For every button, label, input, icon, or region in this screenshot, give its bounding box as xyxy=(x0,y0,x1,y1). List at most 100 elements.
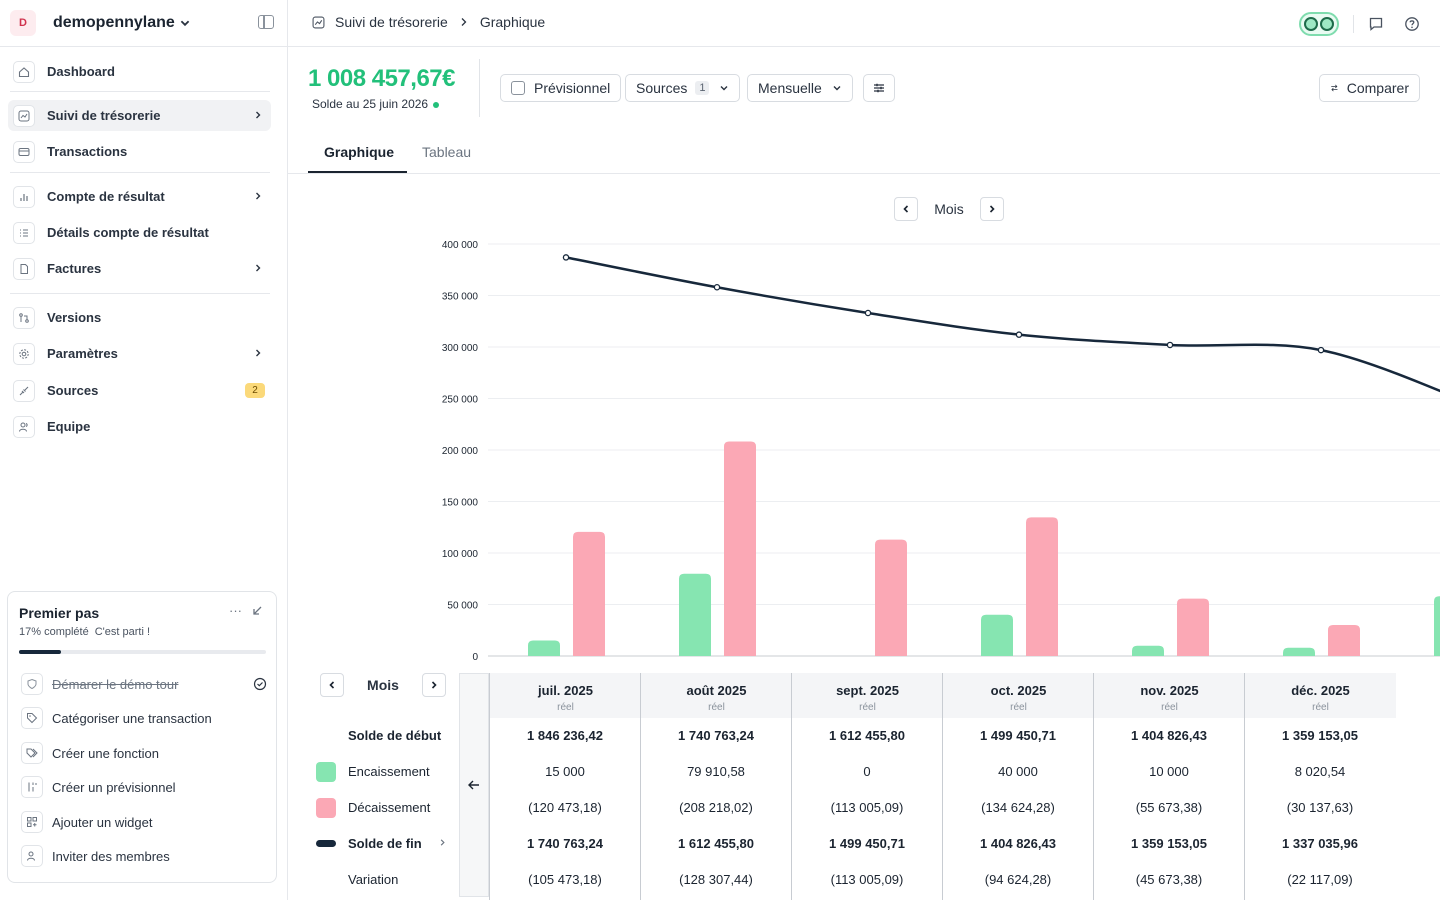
month-status: réel xyxy=(708,702,725,713)
month-header: oct. 2025 réel xyxy=(943,673,1094,718)
sidebar-item-label: Dashboard xyxy=(47,64,115,79)
bar-chart-icon xyxy=(13,185,35,208)
sidebar: D demopennylane Dashboard Suivi de tréso… xyxy=(0,0,288,900)
topbar: Suivi de trésorerie Graphique xyxy=(288,0,1440,47)
income-bar xyxy=(981,614,1013,656)
help-icon[interactable] xyxy=(1404,16,1420,32)
onboarding-step[interactable]: Créer un prévisionnel xyxy=(21,774,269,800)
month-status: réel xyxy=(1010,702,1027,713)
tab-graphique[interactable]: Graphique xyxy=(324,144,395,160)
onboarding-step[interactable]: Ajouter un widget xyxy=(21,809,269,835)
sources-label: Sources xyxy=(636,80,688,96)
chevron-left-icon xyxy=(329,681,335,689)
balance-point xyxy=(713,284,721,291)
previsionnel-toggle[interactable]: Prévisionnel xyxy=(500,74,622,102)
sidebar-item-versions[interactable]: Versions xyxy=(8,302,271,333)
onboarding-step[interactable]: Inviter des membres xyxy=(21,843,269,869)
month-status: réel xyxy=(1161,702,1178,713)
filters-button[interactable] xyxy=(863,74,895,102)
month-status: réel xyxy=(557,702,574,713)
next-button[interactable] xyxy=(980,197,1004,221)
checkbox[interactable] xyxy=(511,81,525,95)
sidebar-item-details-compte[interactable]: Détails compte de résultat xyxy=(8,217,271,248)
sidebar-item-sources[interactable]: Sources 2 xyxy=(8,375,271,406)
tab-tableau[interactable]: Tableau xyxy=(422,144,472,160)
period-dropdown[interactable]: Mensuelle xyxy=(747,74,853,102)
balance-point xyxy=(1317,346,1325,354)
sidebar-item-label: Factures xyxy=(47,261,102,276)
sidebar-toggle-icon[interactable] xyxy=(258,15,274,29)
table-cell: 1 359 153,05 xyxy=(1131,836,1207,851)
step-label: Créer un prévisionnel xyxy=(52,779,176,795)
sidebar-item-tresorerie[interactable]: Suivi de trésorerie xyxy=(8,100,271,131)
period-label: Mois xyxy=(367,677,399,693)
month-name: juil. 2025 xyxy=(538,683,593,698)
chevron-right-icon xyxy=(256,111,261,119)
table-cell: 8 020,54 xyxy=(1294,764,1346,779)
month-name: sept. 2025 xyxy=(836,683,899,698)
expense-bar xyxy=(1328,624,1360,656)
income-bar xyxy=(1434,596,1440,656)
sidebar-item-label: Versions xyxy=(47,310,102,325)
onboarding-step[interactable]: Créer une fonction xyxy=(21,740,269,766)
workspace-switcher[interactable]: D demopennylane xyxy=(10,9,278,37)
previous-button[interactable] xyxy=(320,673,344,697)
month-header: juil. 2025 réel xyxy=(490,673,641,718)
users-icon xyxy=(21,845,43,867)
step-label: Ajouter un widget xyxy=(52,814,153,830)
topbar-actions xyxy=(1299,12,1420,36)
legend-income-swatch xyxy=(316,762,336,782)
sidebar-item-compte-resultat[interactable]: Compte de résultat xyxy=(8,181,271,212)
compare-button[interactable]: Comparer xyxy=(1319,74,1420,102)
next-button[interactable] xyxy=(422,673,446,697)
sidebar-item-factures[interactable]: Factures xyxy=(8,253,271,284)
collapse-icon[interactable] xyxy=(250,604,264,618)
row-label-solde-fin[interactable]: Solde de fin xyxy=(348,836,422,851)
scroll-back-button[interactable] xyxy=(459,673,489,897)
chevron-down-icon xyxy=(720,86,728,91)
sources-dropdown[interactable]: Sources 1 xyxy=(625,74,741,102)
legend-balance-line xyxy=(316,840,336,847)
legend-expense-swatch xyxy=(316,798,336,818)
income-bar xyxy=(1283,647,1315,656)
sidebar-item-label: Sources xyxy=(47,383,99,398)
active-tab-indicator xyxy=(308,171,407,173)
table-cell: 1 740 763,24 xyxy=(678,728,754,743)
sidebar-item-transactions[interactable]: Transactions xyxy=(8,136,271,167)
chevron-right-icon xyxy=(461,18,467,26)
divider xyxy=(10,293,270,294)
y-tick-label: 150 000 xyxy=(442,498,479,509)
view-tabs: Graphique Tableau xyxy=(288,127,1440,174)
row-label-encaissement: Encaissement xyxy=(348,764,430,779)
table-cell: 79 910,58 xyxy=(687,764,745,779)
table-cell: (55 673,38) xyxy=(1135,800,1203,815)
sidebar-item-dashboard[interactable]: Dashboard xyxy=(8,56,271,87)
month-column: déc. 2025 réel 1 359 153,05 8 020,54 (30 137… xyxy=(1244,673,1396,900)
progress-percent: 17% complété xyxy=(19,626,89,638)
month-header: déc. 2025 réel xyxy=(1245,673,1396,718)
balance-point xyxy=(1015,331,1023,338)
sidebar-item-label: Suivi de trésorerie xyxy=(47,108,161,123)
chevron-down-icon xyxy=(833,86,841,91)
month-status: réel xyxy=(1312,702,1329,713)
y-tick-label: 300 000 xyxy=(442,343,479,354)
step-label: Démarer le démo tour xyxy=(52,676,179,692)
page-header: 1 008 457,67€ Solde au 25 juin 2026 Prév… xyxy=(288,47,1440,127)
sidebar-item-parametres[interactable]: Paramètres xyxy=(8,338,271,369)
onboarding-step[interactable]: Catégoriser une transaction xyxy=(21,705,269,731)
period-label: Mensuelle xyxy=(758,80,822,96)
collaborators-avatar[interactable] xyxy=(1299,12,1339,36)
onboarding-step[interactable]: Démarer le démo tour xyxy=(21,671,269,697)
income-bar xyxy=(679,573,711,656)
workspace-name: demopennylane xyxy=(53,14,175,31)
chevron-right-icon[interactable] xyxy=(438,838,447,847)
comment-icon[interactable] xyxy=(1368,16,1384,32)
sidebar-item-equipe[interactable]: Equipe xyxy=(8,411,271,442)
chevron-right-icon xyxy=(989,205,995,213)
more-icon[interactable]: ··· xyxy=(229,603,242,618)
chevron-left-icon xyxy=(903,205,909,213)
breadcrumb-parent[interactable]: Suivi de trésorerie xyxy=(335,14,448,30)
previsionnel-label: Prévisionnel xyxy=(534,80,611,96)
previous-button[interactable] xyxy=(894,197,918,221)
table-cell: 15 000 xyxy=(545,764,585,779)
